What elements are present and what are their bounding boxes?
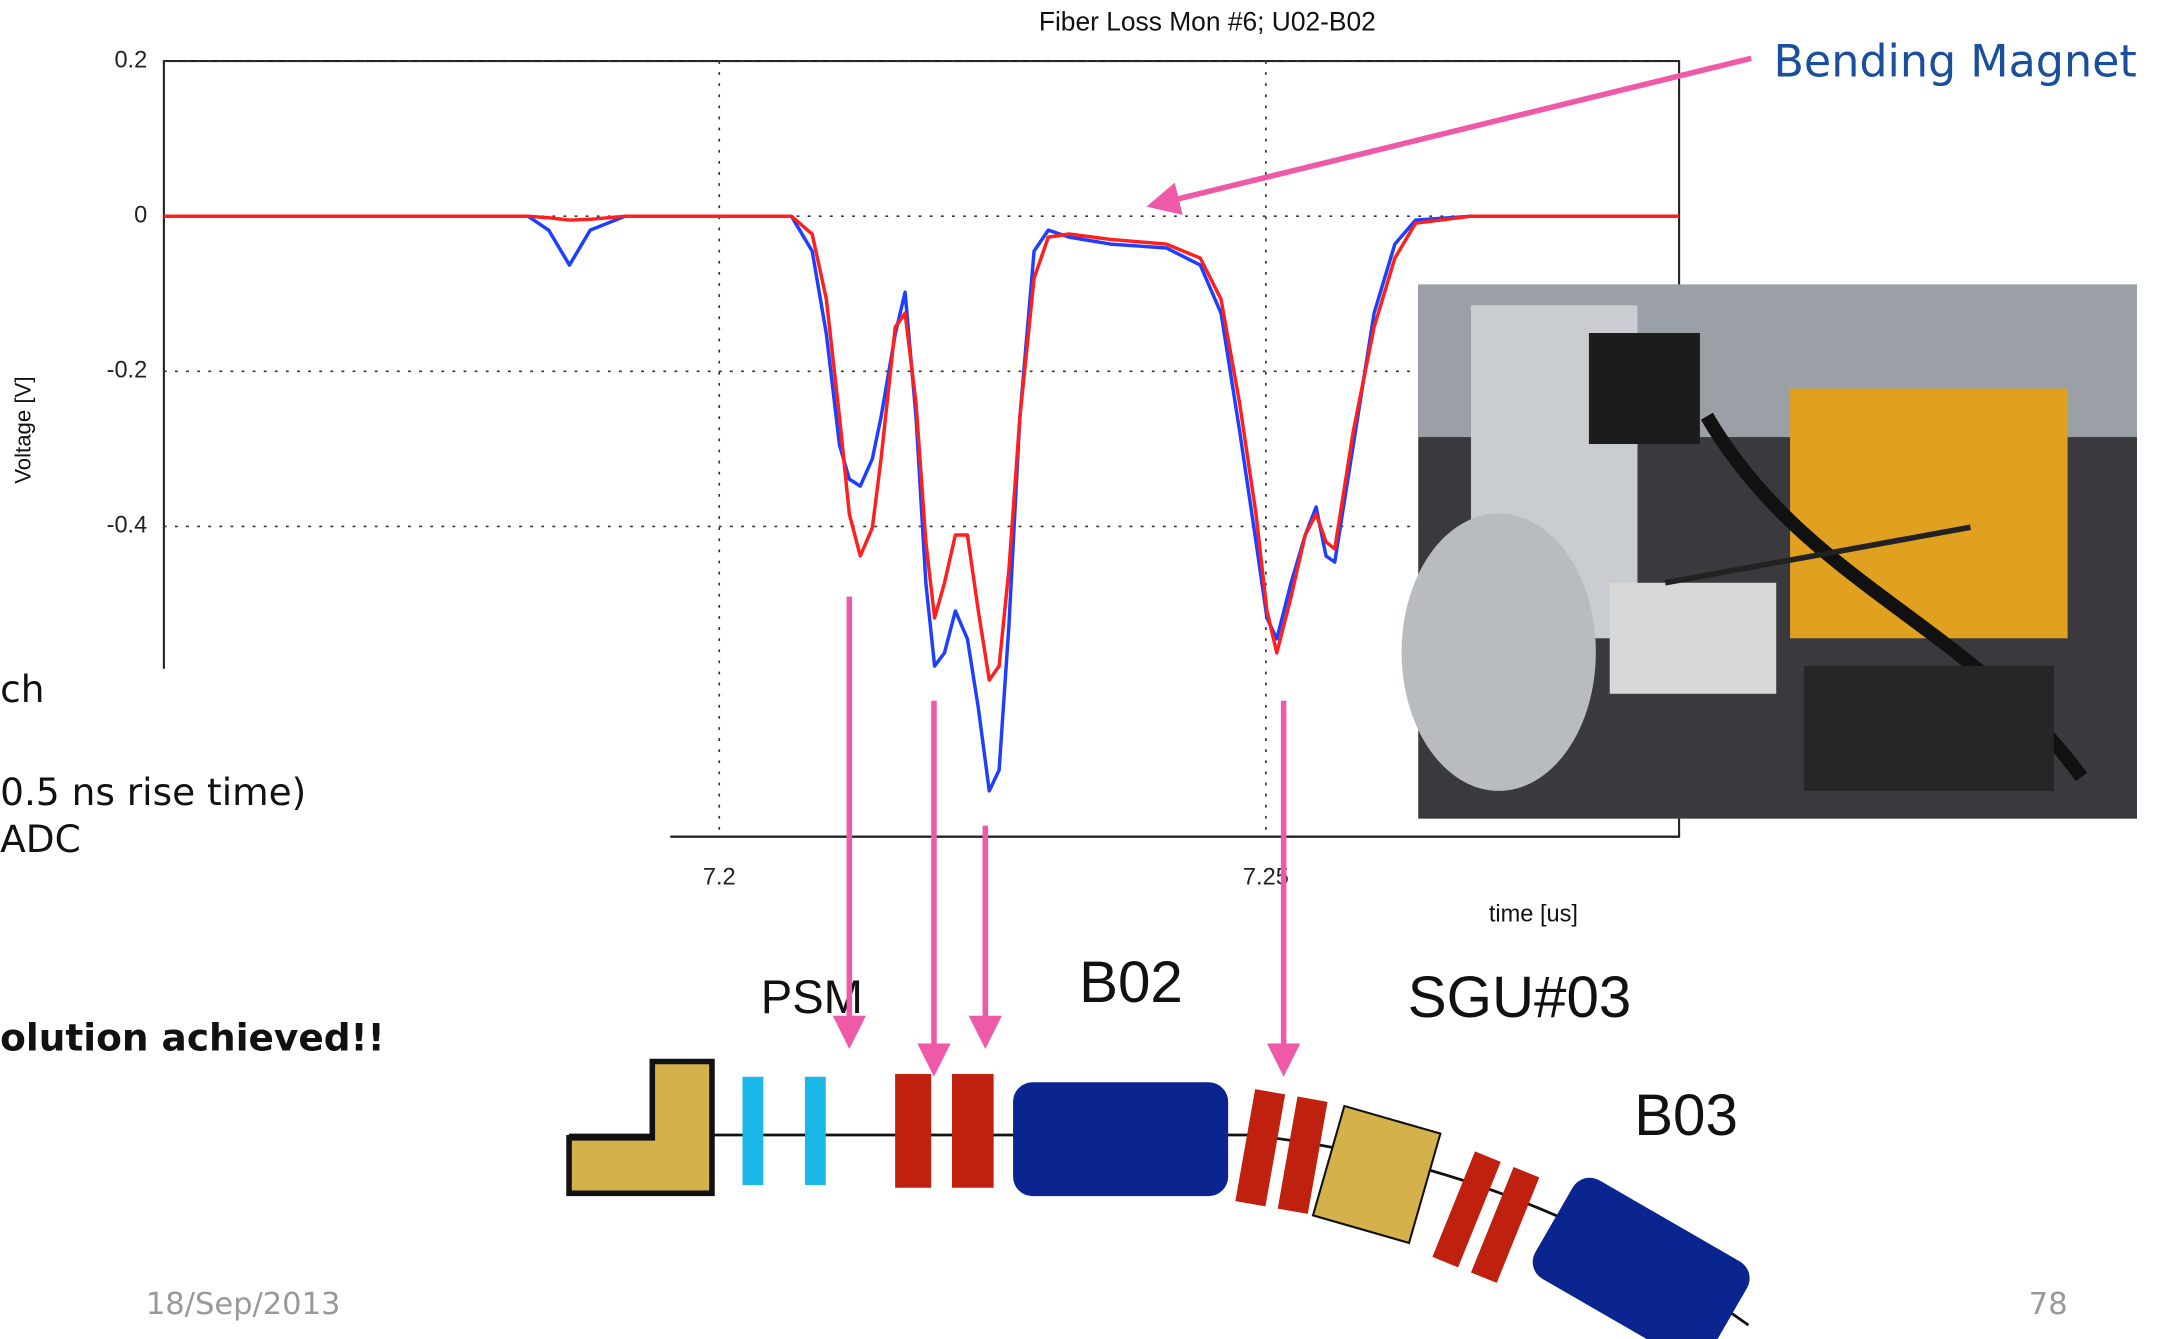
footer-date: 18/Sep/2013 — [146, 1287, 341, 1322]
x-tick-label: 7.2 — [703, 864, 736, 890]
annotation: Bending Magnet — [1773, 36, 2136, 87]
diagram-label: B02 — [1079, 950, 1183, 1015]
data-line — [163, 214, 1680, 682]
arrows — [832, 55, 1752, 1077]
y-tick-label: -0.4 — [107, 512, 148, 538]
text-line: olution achieved!! — [0, 1015, 385, 1059]
y-tick-label: 0.2 — [114, 46, 147, 72]
photo — [1401, 284, 2137, 819]
data-line — [163, 214, 1680, 793]
text-line: ADC — [0, 817, 81, 861]
x-axis-label: time [us] — [1489, 900, 1578, 926]
page-number: 78 — [2029, 1287, 2068, 1322]
y-axis-label: Voltage [V] — [11, 376, 36, 483]
diagram-label: PSM — [761, 970, 863, 1023]
beamline — [566, 1058, 1750, 1339]
text-overlay — [0, 668, 671, 891]
y-tick-label: 0 — [134, 201, 147, 227]
text-line: ch — [0, 667, 44, 711]
y-tick-label: -0.2 — [107, 357, 148, 383]
diagram-labels: PSM B02 SGU#03 B03 — [761, 950, 1738, 1148]
chart-title: Fiber Loss Mon #6; U02-B02 — [1039, 7, 1376, 37]
text-line: 0.5 ns rise time) — [0, 770, 306, 814]
diagram-label: SGU#03 — [1408, 965, 1631, 1030]
slide-text: ch 0.5 ns rise time) ADC olution achieve… — [0, 667, 385, 1059]
diagram-label: B03 — [1634, 1083, 1738, 1148]
